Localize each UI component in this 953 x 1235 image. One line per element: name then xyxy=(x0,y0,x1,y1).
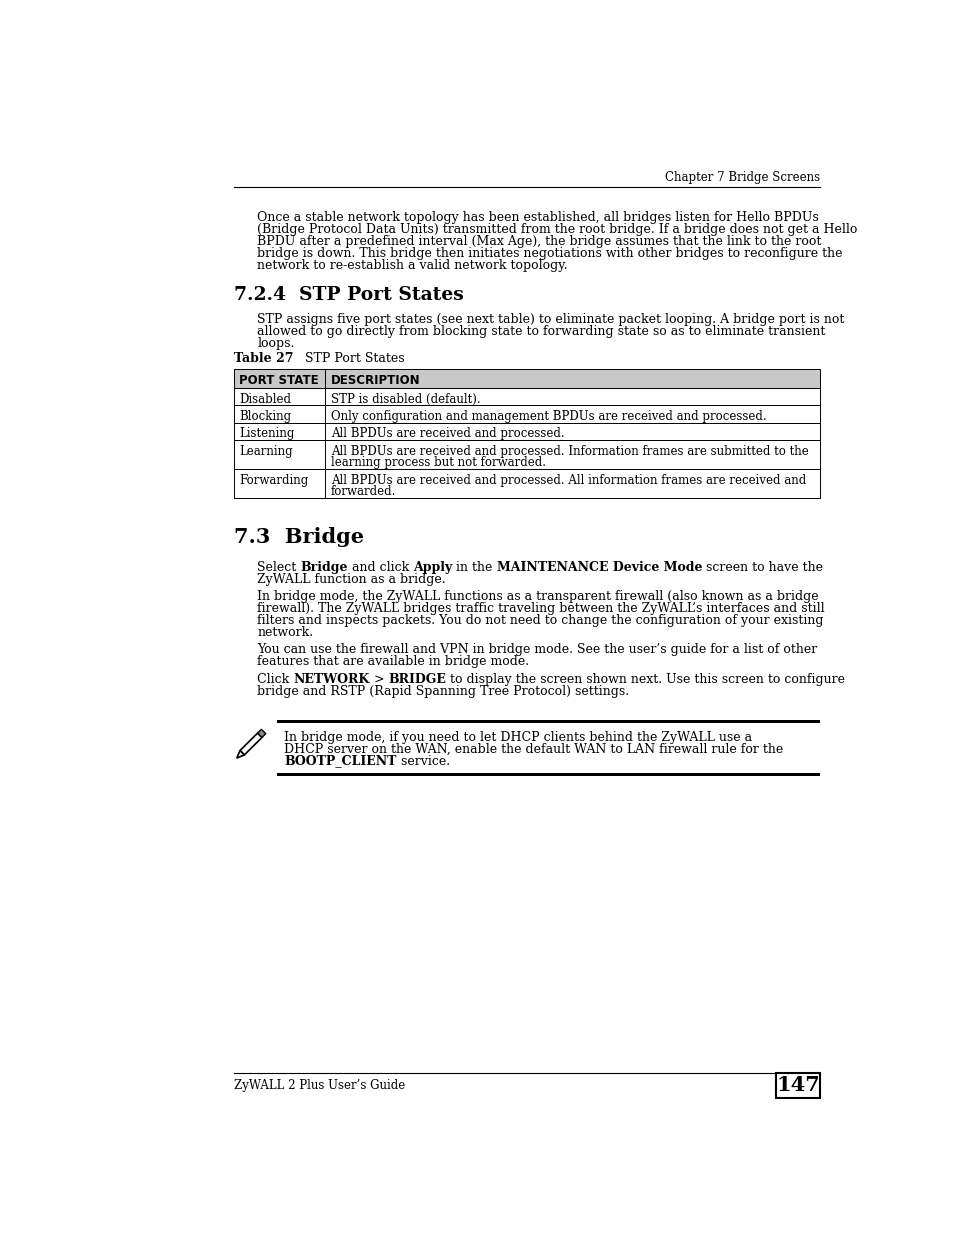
Text: Forwarding: Forwarding xyxy=(239,473,309,487)
Text: MAINTENANCE Device Mode: MAINTENANCE Device Mode xyxy=(497,561,701,574)
Text: allowed to go directly from blocking state to forwarding state so as to eliminat: allowed to go directly from blocking sta… xyxy=(257,325,824,338)
Text: Only configuration and management BPDUs are received and processed.: Only configuration and management BPDUs … xyxy=(331,410,765,424)
Text: screen to have the: screen to have the xyxy=(701,561,822,574)
Text: STP is disabled (default).: STP is disabled (default). xyxy=(331,393,480,405)
Text: service.: service. xyxy=(396,755,450,768)
Text: features that are available in bridge mode.: features that are available in bridge mo… xyxy=(257,656,529,668)
Text: Click: Click xyxy=(257,673,294,685)
Bar xyxy=(776,1072,819,1098)
Text: forwarded.: forwarded. xyxy=(331,484,395,498)
Text: In bridge mode, the ZyWALL functions as a transparent firewall (also known as a : In bridge mode, the ZyWALL functions as … xyxy=(257,590,818,603)
Text: DESCRIPTION: DESCRIPTION xyxy=(331,374,420,387)
Text: PORT STATE: PORT STATE xyxy=(239,374,318,387)
Text: loops.: loops. xyxy=(257,337,294,351)
Text: Once a stable network topology has been established, all bridges listen for Hell: Once a stable network topology has been … xyxy=(257,211,818,225)
Text: Select: Select xyxy=(257,561,300,574)
Text: firewall). The ZyWALL bridges traffic traveling between the ZyWALL’s interfaces : firewall). The ZyWALL bridges traffic tr… xyxy=(257,603,824,615)
Text: STP Port States: STP Port States xyxy=(294,352,405,366)
Bar xyxy=(233,469,819,498)
Text: Apply: Apply xyxy=(413,561,452,574)
Text: network.: network. xyxy=(257,626,313,638)
Text: All BPDUs are received and processed. Information frames are submitted to the: All BPDUs are received and processed. In… xyxy=(331,445,808,458)
Bar xyxy=(276,720,819,722)
Bar xyxy=(233,440,819,469)
Text: In bridge mode, if you need to let DHCP clients behind the ZyWALL use a: In bridge mode, if you need to let DHCP … xyxy=(284,731,752,743)
Text: 7.2.4  STP Port States: 7.2.4 STP Port States xyxy=(233,285,463,304)
Text: You can use the firewall and VPN in bridge mode. See the user’s guide for a list: You can use the firewall and VPN in brid… xyxy=(257,643,817,656)
Text: NETWORK: NETWORK xyxy=(294,673,370,685)
Text: BPDU after a predefined interval (Max Age), the bridge assumes that the link to : BPDU after a predefined interval (Max Ag… xyxy=(257,235,821,248)
Text: and click: and click xyxy=(348,561,413,574)
Text: Disabled: Disabled xyxy=(239,393,291,405)
Text: All BPDUs are received and processed. All information frames are received and: All BPDUs are received and processed. Al… xyxy=(331,473,805,487)
Text: BOOTP_CLIENT: BOOTP_CLIENT xyxy=(284,755,396,768)
Bar xyxy=(276,773,819,776)
Bar xyxy=(233,422,819,440)
Text: STP assigns five port states (see next table) to eliminate packet looping. A bri: STP assigns five port states (see next t… xyxy=(257,314,843,326)
Polygon shape xyxy=(257,730,266,737)
Text: to display the screen shown next. Use this screen to configure: to display the screen shown next. Use th… xyxy=(446,673,844,685)
Text: Chapter 7 Bridge Screens: Chapter 7 Bridge Screens xyxy=(664,170,819,184)
Text: bridge is down. This bridge then initiates negotiations with other bridges to re: bridge is down. This bridge then initiat… xyxy=(257,247,841,261)
Text: Listening: Listening xyxy=(239,427,294,441)
Text: DHCP server on the WAN, enable the default WAN to LAN firewall rule for the: DHCP server on the WAN, enable the defau… xyxy=(284,742,782,756)
Text: >: > xyxy=(370,673,388,685)
Text: in the: in the xyxy=(452,561,497,574)
Bar xyxy=(233,405,819,422)
Text: 147: 147 xyxy=(776,1076,820,1095)
Bar xyxy=(233,388,819,405)
Text: ZyWALL function as a bridge.: ZyWALL function as a bridge. xyxy=(257,573,445,585)
Text: ZyWALL 2 Plus User’s Guide: ZyWALL 2 Plus User’s Guide xyxy=(233,1078,405,1092)
Text: Blocking: Blocking xyxy=(239,410,292,424)
Text: Learning: Learning xyxy=(239,445,293,458)
Text: network to re-establish a valid network topology.: network to re-establish a valid network … xyxy=(257,259,567,272)
Text: Bridge: Bridge xyxy=(300,561,348,574)
Text: bridge and RSTP (Rapid Spanning Tree Protocol) settings.: bridge and RSTP (Rapid Spanning Tree Pro… xyxy=(257,684,629,698)
Text: filters and inspects packets. You do not need to change the configuration of you: filters and inspects packets. You do not… xyxy=(257,614,822,627)
Bar xyxy=(233,369,819,388)
Text: (Bridge Protocol Data Units) transmitted from the root bridge. If a bridge does : (Bridge Protocol Data Units) transmitted… xyxy=(257,224,857,236)
Text: BRIDGE: BRIDGE xyxy=(388,673,446,685)
Text: 7.3  Bridge: 7.3 Bridge xyxy=(233,527,363,547)
Text: Table 27: Table 27 xyxy=(233,352,294,366)
Text: All BPDUs are received and processed.: All BPDUs are received and processed. xyxy=(331,427,564,441)
Text: learning process but not forwarded.: learning process but not forwarded. xyxy=(331,456,545,469)
